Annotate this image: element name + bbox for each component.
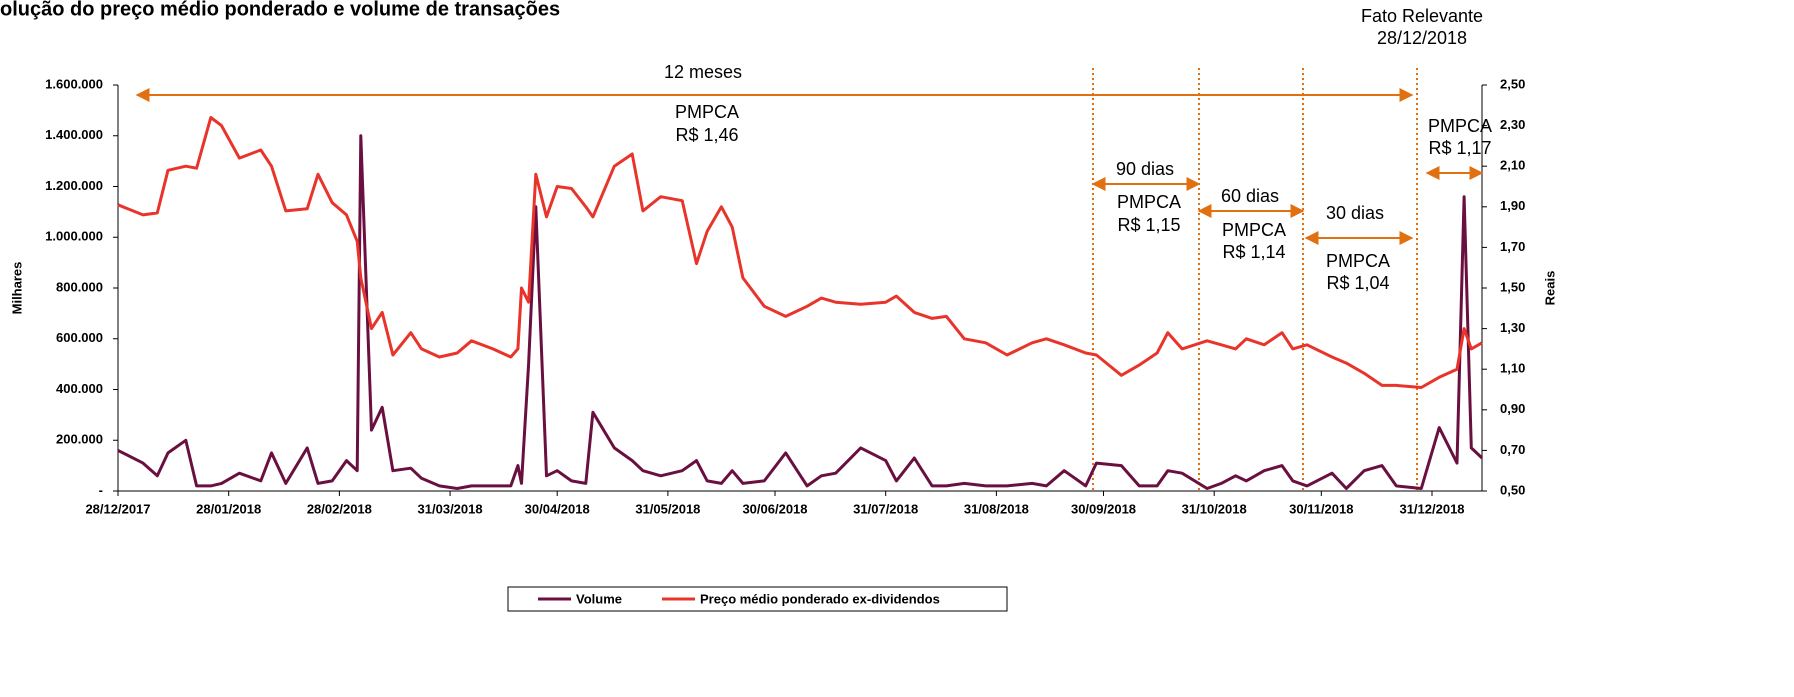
chart-title: olução do preço médio ponderado e volume… <box>0 0 560 20</box>
y2-axis-label: Reais <box>1542 271 1557 306</box>
annotation: R$ 1,17 <box>1428 138 1491 158</box>
y-tick-label: 1.000.000 <box>45 229 103 244</box>
y2-tick-label: 0,50 <box>1500 482 1525 497</box>
annotation: PMPCA <box>1222 220 1286 240</box>
y2-tick-label: 1,30 <box>1500 320 1525 335</box>
annotation: PMPCA <box>675 102 739 122</box>
x-tick-label: 28/12/2017 <box>85 501 150 516</box>
annotation: 28/12/2018 <box>1377 28 1467 48</box>
x-tick-label: 31/03/2018 <box>418 501 483 516</box>
x-tick-label: 30/11/2018 <box>1289 501 1353 516</box>
y2-tick-label: 2,10 <box>1500 158 1525 173</box>
annotation: 90 dias <box>1116 159 1174 179</box>
annotation: PMPCA <box>1428 116 1492 136</box>
series-line <box>117 116 1483 389</box>
y2-tick-label: 0,90 <box>1500 401 1525 416</box>
annotation: R$ 1,14 <box>1222 242 1285 262</box>
y2-tick-label: 2,30 <box>1500 117 1525 132</box>
x-tick-label: 31/12/2018 <box>1399 501 1464 516</box>
series-line <box>117 134 1484 490</box>
y-tick-label: 400.000 <box>56 381 103 396</box>
legend-label: Volume <box>576 591 622 606</box>
y-tick-label: 1.200.000 <box>45 178 103 193</box>
y-tick-label: 800.000 <box>56 279 103 294</box>
x-tick-label: 30/04/2018 <box>525 501 590 516</box>
annotation: 60 dias <box>1221 186 1279 206</box>
x-tick-label: 30/09/2018 <box>1071 501 1136 516</box>
y2-tick-label: 1,90 <box>1500 198 1525 213</box>
y-tick-label: 600.000 <box>56 330 103 345</box>
legend-box <box>507 586 1008 612</box>
y-tick-label: 200.000 <box>56 432 103 447</box>
annotation: R$ 1,46 <box>675 125 738 145</box>
x-tick-label: 28/01/2018 <box>196 501 261 516</box>
y2-tick-label: 2,50 <box>1500 76 1525 91</box>
annotation: R$ 1,04 <box>1326 273 1389 293</box>
annotation: Fato Relevante <box>1361 6 1483 26</box>
x-tick-label: 28/02/2018 <box>307 501 372 516</box>
x-tick-label: 30/06/2018 <box>742 501 807 516</box>
x-tick-label: 31/10/2018 <box>1182 501 1247 516</box>
y-tick-label: 1.600.000 <box>45 76 103 91</box>
annotation: 12 meses <box>664 62 742 82</box>
y-axis-label: Milhares <box>9 262 24 315</box>
y-tick-label: 1.400.000 <box>45 127 103 142</box>
annotation: 30 dias <box>1326 203 1384 223</box>
y2-tick-label: 1,10 <box>1500 361 1525 376</box>
y-tick-label: - <box>99 482 103 497</box>
x-tick-label: 31/07/2018 <box>853 501 918 516</box>
annotation: PMPCA <box>1326 251 1390 271</box>
y2-tick-label: 1,50 <box>1500 279 1525 294</box>
y2-tick-label: 0,70 <box>1500 442 1525 457</box>
y2-tick-label: 1,70 <box>1500 239 1525 254</box>
x-tick-label: 31/05/2018 <box>635 501 700 516</box>
x-tick-label: 31/08/2018 <box>964 501 1029 516</box>
legend-label: Preço médio ponderado ex-dividendos <box>700 591 940 606</box>
annotation: PMPCA <box>1117 192 1181 212</box>
annotation: R$ 1,15 <box>1117 215 1180 235</box>
